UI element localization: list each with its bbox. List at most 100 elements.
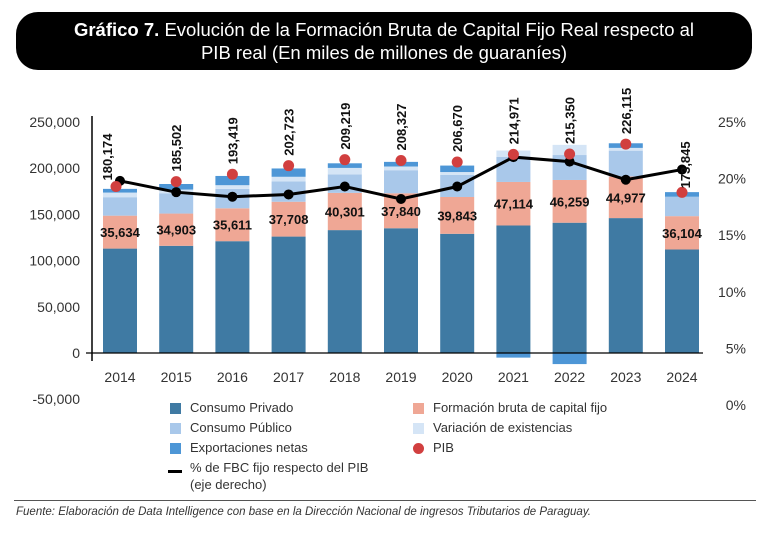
bar-variacion [215,185,250,189]
pib-data-label: 193,419 [225,117,240,164]
y-left-tick-label: 200,000 [29,160,80,176]
bar-consumo_publico [665,196,699,217]
pib-dot [395,155,407,167]
legend-swatch [413,403,424,414]
title-line2: PIB real (En miles de millones de guaran… [200,42,568,63]
fbkf-data-label: 44,977 [606,190,646,205]
x-tick-label: 2021 [498,369,529,385]
chart-title: Gráfico 7. Evolución de la Formación Bru… [16,12,752,70]
bar-variacion [440,172,475,175]
legend-swatch [170,423,181,434]
pib-data-label: 202,723 [282,109,297,156]
fbkf-data-label: 46,259 [550,194,590,209]
pib-data-label: 180,174 [100,133,115,181]
bar-fbkf [271,201,306,237]
fbkf-data-label: 34,903 [156,223,196,238]
bar-consumo_publico [159,193,194,214]
bar-consumo_privado [159,245,194,353]
x-tick-label: 2015 [161,369,192,385]
chart-svg: 250,000 200,000 150,000 100,000 50,000 0 -50,0… [29,88,746,413]
fbc-pct-point [171,187,182,198]
fbkf-data-label: 39,843 [437,208,477,223]
y-left-tick-label: -50,000 [33,391,81,407]
bar-fbkf [496,181,531,226]
title-bold: Gráfico 7. [73,19,160,40]
bar-fbkf [215,208,250,242]
legend-label: % de FBC fijo respecto del PIB [190,460,369,475]
pib-data-label: 173,845 [678,141,693,188]
pib-data-label: 215,350 [563,97,578,144]
pib-data-label: 226,115 [619,88,634,134]
bar-fbkf [665,216,699,250]
fbkf-data-label: 37,840 [381,204,421,219]
bar-consumo_publico [384,170,418,194]
legend-swatch [413,423,424,434]
legend-dot-icon [413,443,424,454]
legend-label: Formación bruta de capital fijo [433,400,608,415]
bar-exportaciones [215,175,250,186]
fbkf-data-label: 35,611 [213,218,252,233]
fbc-pct-point [677,164,687,175]
bar-exportaciones [103,188,137,193]
y-right-tick-label: 10% [718,284,746,300]
bar-fbkf [327,192,362,231]
bar-variacion [103,192,137,198]
bar-exportaciones [271,168,306,177]
bar-fbkf [159,213,194,246]
pib-dot [620,138,632,150]
bar-fbkf [440,196,475,234]
pib-data-label: 214,971 [506,97,521,144]
pib-data-label: 185,502 [169,125,184,172]
fbc-pct-point [396,193,406,204]
pib-dot [507,148,519,160]
bar-consumo_privado [496,225,531,353]
pib-dot [226,168,238,180]
x-tick-label: 2022 [554,369,585,385]
bar-consumo_publico [608,150,643,177]
bar-fbkf [552,179,587,223]
bar-variacion [327,167,362,175]
y-left-tick-label: 100,000 [29,253,80,269]
y-left-tick-label: 0 [72,345,80,361]
fbc-pct-point [283,189,294,200]
bar-exportaciones [496,353,531,358]
legend-label: Consumo Privado [190,400,294,415]
fbkf-data-label: 37,708 [269,212,309,227]
x-tick-label: 2014 [104,369,135,385]
bar-consumo_privado [665,249,699,353]
pib-dot [110,181,122,193]
pib-data-label: 209,219 [338,103,353,150]
x-tick-label: 2020 [442,369,473,385]
title-line1: Evolución de la Formación Bruta de Capit… [159,19,695,40]
legend-label-2: (eje derecho) [190,477,267,492]
x-tick-label: 2016 [217,369,248,385]
y-left-tick-label: 250,000 [29,114,80,130]
y-right-tick-label: 25% [718,114,746,130]
bar-variacion [384,166,418,171]
legend-label: Exportaciones netas [190,440,308,455]
legend-label: Variación de existencias [433,420,573,435]
fbkf-data-label: 47,114 [494,197,534,212]
y-right-tick-label: 5% [726,340,746,356]
x-tick-label: 2019 [385,369,416,385]
divider [14,500,756,501]
fbc-pct-point [339,181,350,192]
pib-dot [564,148,576,160]
pib-dot [283,160,295,172]
pib-dot [451,156,463,168]
x-tick-label: 2018 [329,369,360,385]
bar-variacion [271,176,306,182]
bar-consumo_privado [215,241,250,353]
fbc-pct-point [564,156,575,167]
bar-consumo_privado [552,222,587,353]
bar-consumo_privado [271,236,306,353]
bar-exportaciones [440,165,475,173]
bar-consumo_privado [327,230,362,353]
bar-exportaciones [327,163,362,168]
y-right-tick-label: 20% [718,171,746,187]
pib-dot [339,154,351,166]
bar-exportaciones [552,353,587,365]
x-tick-label: 2023 [610,369,641,385]
fbkf-data-label: 36,104 [662,226,703,241]
bar-consumo_privado [384,228,418,353]
